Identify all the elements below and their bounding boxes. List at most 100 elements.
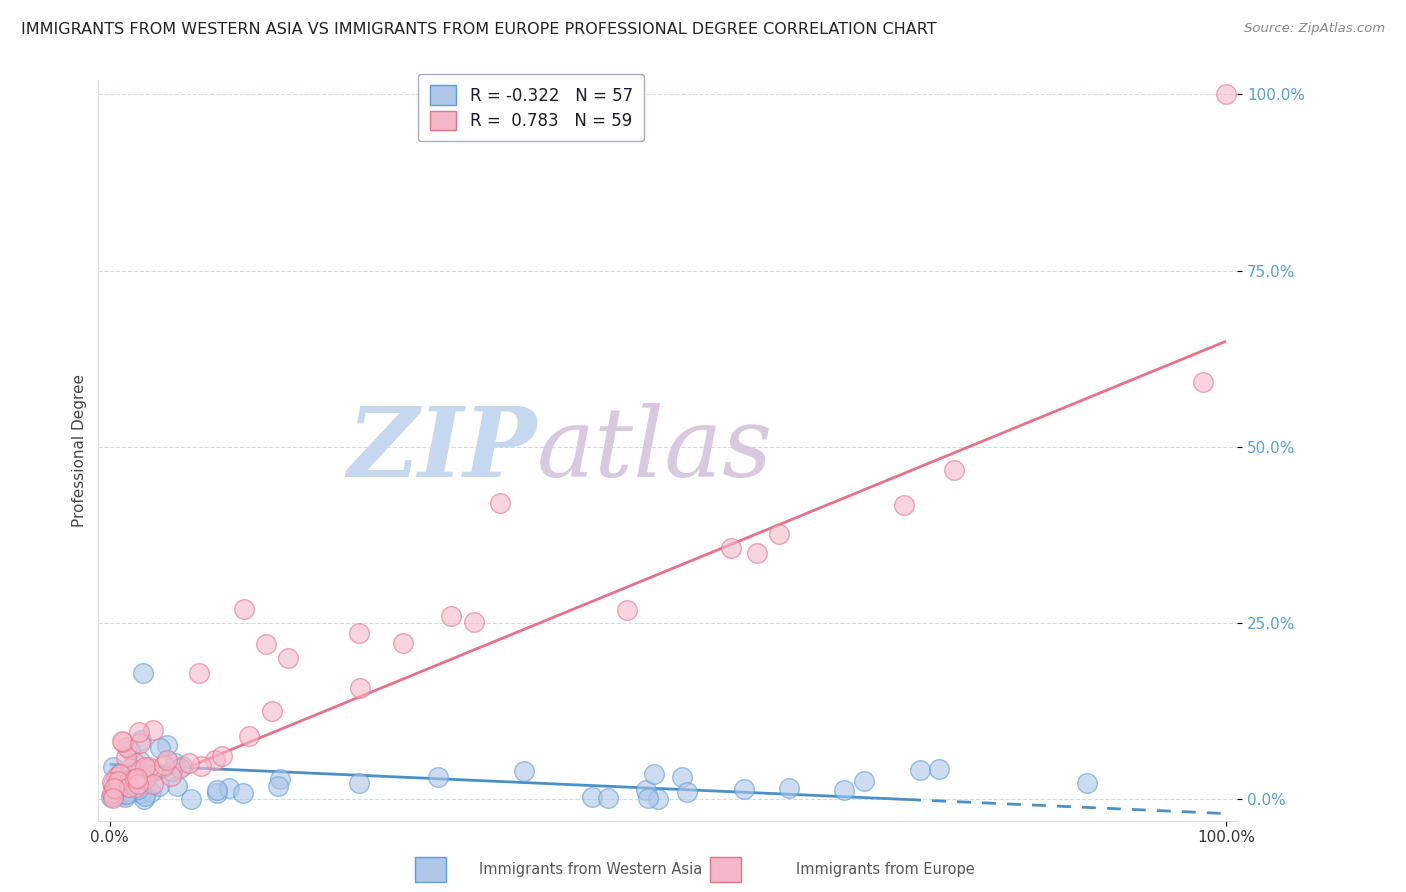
- Point: [260, 705, 283, 719]
- Point: [124, 756, 146, 770]
- Point: [853, 773, 876, 788]
- Point: [676, 785, 699, 799]
- Point: [127, 771, 149, 785]
- Point: [120, 772, 142, 787]
- Point: [141, 762, 163, 776]
- Point: [101, 775, 124, 789]
- Point: [142, 777, 165, 791]
- Point: [169, 761, 191, 775]
- Point: [129, 736, 152, 750]
- Point: [111, 735, 134, 749]
- Point: [440, 609, 463, 624]
- Point: [893, 498, 915, 512]
- Point: [943, 463, 966, 477]
- Point: [153, 758, 176, 772]
- Point: [179, 756, 201, 770]
- Point: [232, 602, 254, 616]
- Point: [101, 789, 124, 804]
- Point: [115, 739, 138, 754]
- Point: [349, 681, 371, 696]
- Point: [107, 774, 129, 789]
- Point: [134, 772, 156, 786]
- Point: [768, 526, 790, 541]
- Point: [269, 772, 291, 787]
- Point: [131, 766, 153, 780]
- Point: [616, 602, 638, 616]
- Point: [129, 786, 152, 800]
- Point: [232, 786, 254, 800]
- Point: [138, 760, 160, 774]
- Point: [111, 734, 134, 748]
- Point: [103, 781, 125, 796]
- Point: [108, 766, 131, 780]
- Point: [347, 626, 370, 640]
- Point: [114, 750, 136, 764]
- Point: [110, 779, 132, 793]
- Point: [128, 764, 150, 778]
- Point: [254, 637, 277, 651]
- Point: [205, 786, 228, 800]
- Point: [180, 791, 202, 805]
- Point: [463, 615, 485, 629]
- Point: [163, 756, 186, 770]
- Point: [512, 764, 534, 779]
- Point: [349, 776, 371, 790]
- Point: [832, 783, 855, 797]
- Point: [118, 743, 141, 757]
- Point: [134, 789, 156, 804]
- Point: [489, 496, 512, 510]
- Text: Source: ZipAtlas.com: Source: ZipAtlas.com: [1244, 22, 1385, 36]
- Point: [118, 780, 141, 795]
- Text: Immigrants from Europe: Immigrants from Europe: [796, 863, 976, 877]
- Point: [124, 772, 146, 786]
- Point: [125, 769, 148, 783]
- Text: IMMIGRANTS FROM WESTERN ASIA VS IMMIGRANTS FROM EUROPE PROFESSIONAL DEGREE CORRE: IMMIGRANTS FROM WESTERN ASIA VS IMMIGRAN…: [21, 22, 936, 37]
- Point: [928, 762, 950, 776]
- Point: [581, 789, 603, 804]
- Point: [160, 764, 183, 779]
- Point: [238, 729, 260, 743]
- Point: [110, 781, 132, 796]
- Point: [142, 723, 165, 738]
- Point: [427, 770, 450, 784]
- Point: [211, 749, 233, 764]
- Point: [129, 733, 152, 747]
- Point: [134, 760, 156, 774]
- Point: [118, 773, 141, 788]
- Point: [671, 770, 693, 784]
- Point: [120, 781, 142, 796]
- Point: [118, 761, 141, 775]
- Point: [134, 791, 156, 805]
- Point: [1192, 375, 1215, 389]
- Point: [148, 780, 170, 794]
- Point: [156, 753, 179, 767]
- Point: [124, 780, 146, 794]
- Point: [159, 768, 181, 782]
- Point: [172, 759, 194, 773]
- Point: [156, 738, 179, 752]
- Point: [110, 786, 132, 800]
- Legend: R = -0.322   N = 57, R =  0.783   N = 59: R = -0.322 N = 57, R = 0.783 N = 59: [418, 74, 644, 142]
- Point: [101, 760, 124, 774]
- Point: [128, 754, 150, 768]
- Point: [634, 782, 657, 797]
- Point: [277, 651, 299, 665]
- Point: [115, 787, 138, 801]
- Point: [132, 665, 155, 680]
- Point: [101, 777, 124, 791]
- Point: [190, 758, 212, 772]
- Point: [218, 780, 240, 795]
- Point: [392, 636, 415, 650]
- Point: [205, 783, 228, 797]
- Point: [139, 785, 162, 799]
- Point: [166, 780, 188, 794]
- Text: Immigrants from Western Asia: Immigrants from Western Asia: [479, 863, 702, 877]
- Point: [720, 541, 742, 555]
- Point: [105, 781, 128, 796]
- Point: [733, 781, 755, 796]
- Point: [114, 790, 136, 805]
- Text: atlas: atlas: [537, 403, 773, 498]
- Point: [908, 763, 931, 777]
- Point: [128, 724, 150, 739]
- Point: [101, 791, 124, 805]
